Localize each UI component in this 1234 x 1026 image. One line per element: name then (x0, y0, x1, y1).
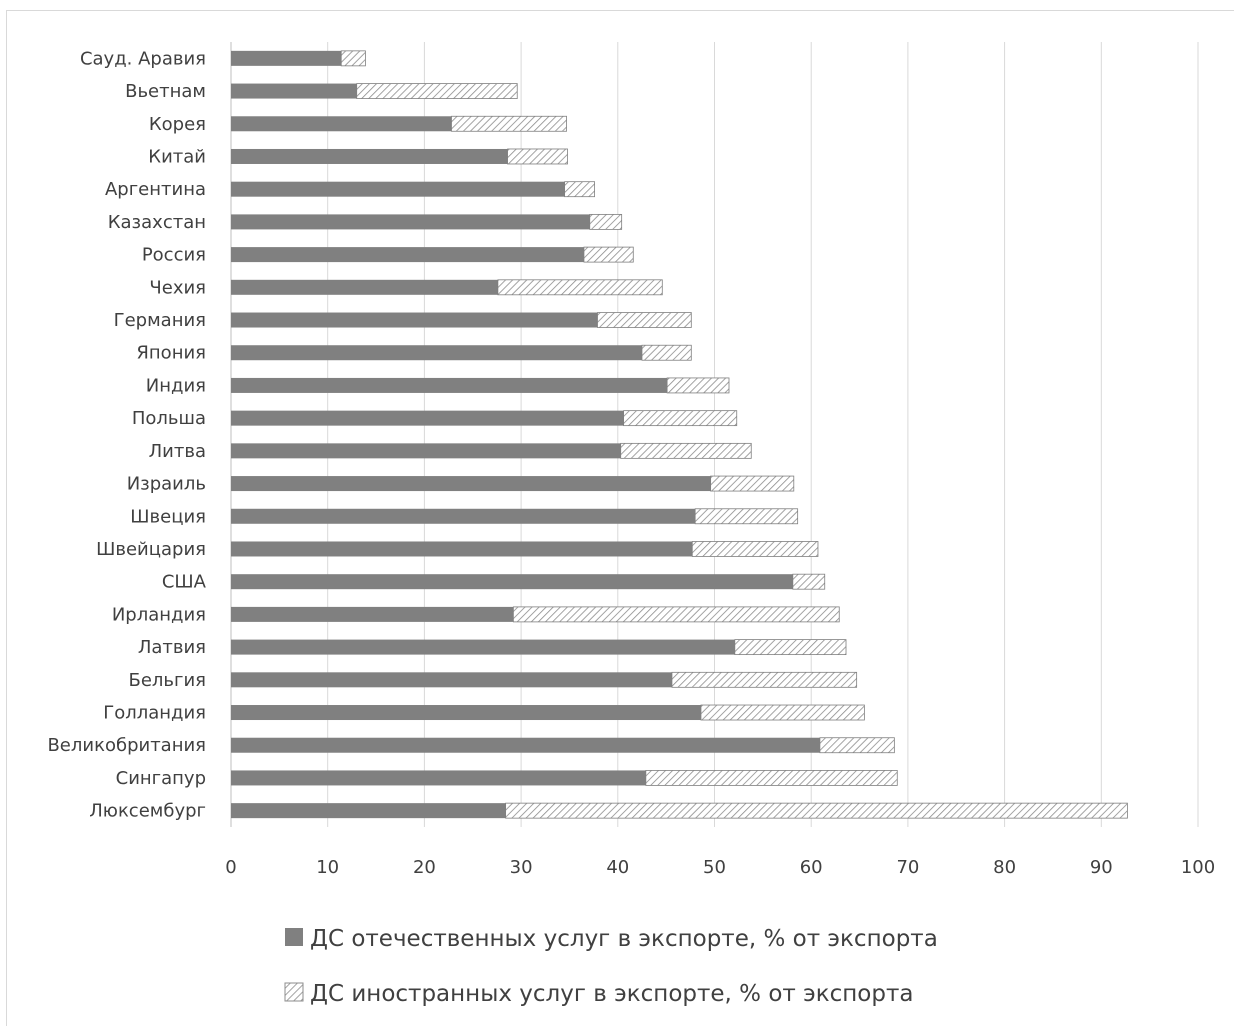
category-label: Казахстан (108, 212, 206, 233)
bar-foreign (620, 442, 752, 459)
category-label: Великобритания (47, 735, 206, 756)
x-tick-label: 90 (1090, 857, 1113, 878)
bar-foreign (792, 573, 826, 590)
bar-foreign (589, 213, 623, 230)
bar-foreign (641, 344, 692, 361)
x-tick-label: 100 (1181, 857, 1215, 878)
category-label: Аргентина (105, 179, 206, 200)
bar-foreign (694, 508, 799, 525)
legend-label-foreign: ДС иностранных услуг в экспорте, % от эк… (310, 981, 913, 1007)
bar-layer (231, 50, 1128, 819)
bar-domestic (231, 116, 452, 132)
bar-domestic (231, 541, 693, 557)
category-label: Литва (149, 441, 206, 462)
bar-foreign (340, 50, 366, 67)
bar-domestic (231, 148, 508, 164)
bar-domestic (231, 83, 357, 99)
bar-foreign (507, 148, 568, 165)
bar-foreign (819, 737, 895, 754)
category-label: Индия (146, 375, 206, 396)
x-tick-label: 30 (510, 857, 533, 878)
category-label: Япония (136, 343, 206, 364)
category-label: Сингапур (116, 768, 206, 789)
bar-foreign (645, 770, 898, 786)
bar-domestic (231, 737, 820, 753)
category-label: Швейцария (96, 539, 206, 560)
category-label: Израиль (127, 474, 206, 495)
category-label: Корея (149, 114, 206, 135)
bar-foreign (623, 410, 738, 427)
bar-foreign (597, 312, 692, 328)
bar-foreign (691, 541, 819, 557)
category-labels: Саyд. Аравия Вьетнам Корея Китай Аргентина Ка… (47, 48, 206, 821)
category-label: Люксембург (89, 801, 206, 822)
category-label: Голландия (103, 703, 206, 724)
bar-domestic (231, 312, 598, 328)
category-label: Китай (148, 146, 206, 167)
bar-domestic (231, 705, 701, 721)
bar-domestic (231, 377, 668, 393)
bar-foreign (583, 246, 634, 263)
category-label: Россия (142, 245, 206, 266)
bar-foreign (451, 115, 567, 132)
bar-domestic (231, 214, 590, 230)
bar-foreign (497, 279, 663, 296)
category-label: Бельгия (128, 670, 206, 691)
category-label: Вьетнам (125, 81, 206, 102)
bar-foreign (710, 475, 795, 492)
legend-swatch-foreign (284, 982, 304, 1002)
bar-domestic (231, 770, 646, 786)
bar-foreign (564, 181, 595, 198)
bar-domestic (231, 672, 672, 688)
bar-domestic (231, 181, 565, 197)
bar-domestic (231, 803, 506, 819)
category-label: Швеция (130, 506, 206, 527)
bar-foreign (666, 377, 730, 394)
grid-layer (230, 42, 1199, 827)
x-tick-label: 10 (316, 857, 339, 878)
bar-domestic (231, 508, 696, 524)
bar-foreign (512, 606, 840, 623)
x-tick-label: 20 (413, 857, 436, 878)
category-label: Латвия (138, 637, 206, 658)
bar-domestic (231, 476, 711, 492)
x-axis-tick-labels: 0 10 20 30 40 50 60 70 80 90 100 (225, 857, 1215, 878)
x-tick-label: 50 (703, 857, 726, 878)
bar-foreign (700, 704, 865, 721)
legend-swatch-domestic (285, 928, 303, 946)
bar-foreign (356, 83, 518, 99)
bar-domestic (231, 574, 793, 590)
bar-domestic (231, 443, 621, 459)
bar-domestic (231, 639, 735, 655)
x-tick-label: 0 (225, 857, 236, 878)
category-label: Германия (114, 310, 206, 331)
bar-foreign (734, 639, 847, 656)
legend-label-domestic: ДС отечественных услуг в экспорте, % от … (310, 926, 938, 952)
category-label: Саyд. Аравия (80, 48, 206, 69)
bar-domestic (231, 247, 584, 263)
category-label: Чехия (149, 277, 206, 298)
bar-domestic (231, 606, 514, 622)
x-tick-label: 70 (896, 857, 919, 878)
bar-domestic (231, 345, 642, 361)
bar-domestic (231, 410, 624, 426)
category-label: США (162, 572, 207, 593)
x-tick-label: 60 (800, 857, 823, 878)
x-tick-label: 40 (606, 857, 629, 878)
legend: ДС отечественных услуг в экспорте, % от … (284, 926, 938, 1007)
x-tick-label: 80 (993, 857, 1016, 878)
category-label: Польша (132, 408, 206, 429)
bar-domestic (231, 50, 342, 66)
bar-foreign (671, 671, 858, 688)
category-label: Ирландия (112, 604, 206, 625)
bar-domestic (231, 279, 498, 295)
bar-foreign (505, 802, 1128, 819)
